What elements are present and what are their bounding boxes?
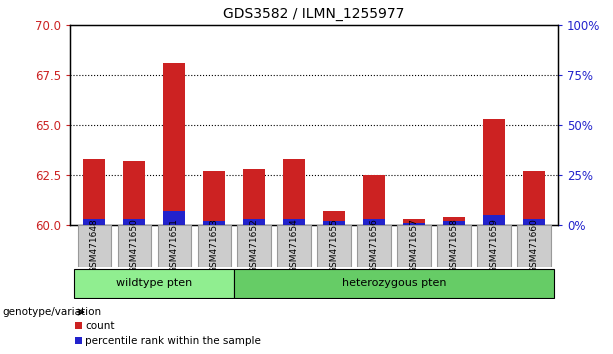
Bar <box>363 219 385 225</box>
FancyBboxPatch shape <box>357 225 391 267</box>
Bar <box>123 219 145 225</box>
FancyBboxPatch shape <box>318 225 351 267</box>
Text: count: count <box>85 321 115 331</box>
FancyBboxPatch shape <box>237 225 271 267</box>
Bar <box>243 219 265 225</box>
Text: GSM471650: GSM471650 <box>130 218 139 273</box>
Text: GSM471652: GSM471652 <box>249 218 259 273</box>
FancyBboxPatch shape <box>278 225 311 267</box>
Bar <box>403 219 425 225</box>
Text: GSM471648: GSM471648 <box>90 218 99 273</box>
FancyBboxPatch shape <box>234 269 554 297</box>
FancyBboxPatch shape <box>78 225 111 267</box>
Bar <box>483 119 505 225</box>
Text: wildtype pten: wildtype pten <box>116 278 192 287</box>
Bar <box>443 221 465 225</box>
Bar <box>243 169 265 225</box>
Bar <box>483 215 505 225</box>
FancyBboxPatch shape <box>437 225 471 267</box>
Bar <box>283 159 305 225</box>
FancyBboxPatch shape <box>517 225 550 267</box>
Bar <box>403 223 425 225</box>
Bar <box>323 221 345 225</box>
Text: GSM471660: GSM471660 <box>530 218 538 273</box>
Bar <box>75 322 82 329</box>
Text: GSM471659: GSM471659 <box>489 218 498 273</box>
Text: GSM471654: GSM471654 <box>290 218 299 273</box>
Text: GSM471655: GSM471655 <box>330 218 338 273</box>
Bar <box>83 219 105 225</box>
Bar <box>443 217 465 225</box>
Bar <box>75 337 82 344</box>
Bar <box>204 171 226 225</box>
Text: genotype/variation: genotype/variation <box>2 307 101 317</box>
Bar <box>363 175 385 225</box>
FancyBboxPatch shape <box>118 225 151 267</box>
Bar <box>204 221 226 225</box>
Bar <box>164 63 185 225</box>
FancyBboxPatch shape <box>477 225 511 267</box>
Text: GSM471656: GSM471656 <box>370 218 379 273</box>
Text: GSM471653: GSM471653 <box>210 218 219 273</box>
Text: GSM471658: GSM471658 <box>449 218 459 273</box>
Bar <box>164 211 185 225</box>
FancyBboxPatch shape <box>158 225 191 267</box>
FancyBboxPatch shape <box>75 269 234 297</box>
Bar <box>523 219 545 225</box>
FancyBboxPatch shape <box>397 225 431 267</box>
Bar <box>323 211 345 225</box>
FancyBboxPatch shape <box>197 225 231 267</box>
Text: GSM471651: GSM471651 <box>170 218 179 273</box>
Text: GSM471657: GSM471657 <box>409 218 419 273</box>
Bar <box>123 161 145 225</box>
Bar <box>83 159 105 225</box>
Text: percentile rank within the sample: percentile rank within the sample <box>85 336 261 346</box>
Text: heterozygous pten: heterozygous pten <box>342 278 446 287</box>
Title: GDS3582 / ILMN_1255977: GDS3582 / ILMN_1255977 <box>224 7 405 21</box>
Bar <box>523 171 545 225</box>
Bar <box>283 219 305 225</box>
